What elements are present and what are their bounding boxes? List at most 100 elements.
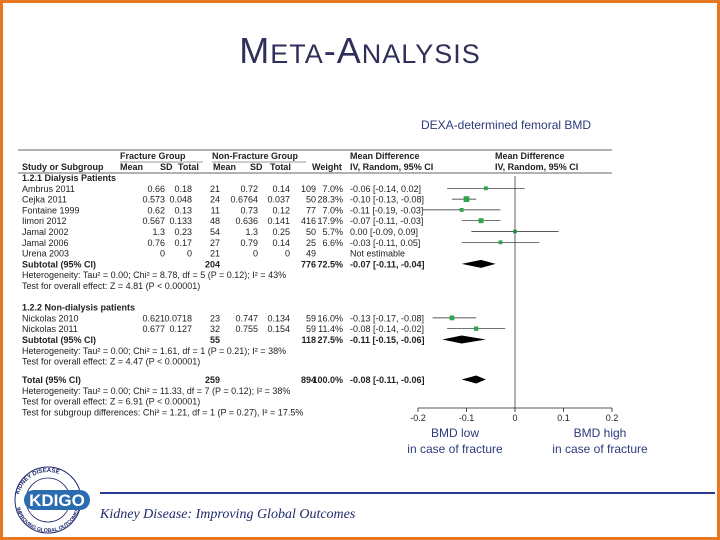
study-sd2: 0.141 <box>267 216 290 226</box>
header-effect-right: Mean Difference <box>495 151 565 161</box>
study-ci: -0.13 [-0.17, -0.08] <box>350 313 424 323</box>
total-heterogeneity: Heterogeneity: Tau² = 0.00; Chi² = 11.33… <box>22 386 290 396</box>
study-ci: -0.10 [-0.13, -0.08] <box>350 195 424 205</box>
study-mean2: 0 <box>253 249 258 259</box>
study-total2: 59 <box>306 313 316 323</box>
footer-text: Kidney Disease: Improving Global Outcome… <box>100 507 356 522</box>
study-sd2: 0.14 <box>272 238 290 248</box>
header-group1: Fracture Group <box>120 151 186 161</box>
study-ci: -0.03 [-0.11, 0.05] <box>350 238 420 248</box>
study-total2: 109 <box>301 184 316 194</box>
study-mean1: 0.573 <box>142 195 165 205</box>
study-total1: 21 <box>210 249 220 259</box>
left-axis-label-line2: in case of fracture <box>407 442 503 456</box>
study-total2: 416 <box>301 216 316 226</box>
study-sd2: 0.25 <box>272 227 290 237</box>
study-sd1: 0.13 <box>174 205 192 215</box>
study-total1: 21 <box>210 184 220 194</box>
x-tick-label: 0.2 <box>606 413 619 423</box>
subtotal-diamond <box>442 335 486 344</box>
kdigo-logo: KIDNEY DISEASE IMPROVING GLOBAL OUTCOMES… <box>14 466 90 534</box>
subtotal-total1: 55 <box>210 335 220 345</box>
study-ci: 0.00 [-0.09, 0.09] <box>350 227 418 237</box>
total-diamond <box>461 375 486 384</box>
study-marker <box>474 326 479 331</box>
study-weight: 28.3% <box>317 195 343 205</box>
total-total2: 894 <box>301 375 316 385</box>
x-tick-label: -0.1 <box>459 413 475 423</box>
study-mean1: 0 <box>160 249 165 259</box>
study-marker <box>478 218 484 224</box>
study-mean1: 0.621 <box>142 313 165 323</box>
study-name: Ambrus 2011 <box>22 184 75 194</box>
study-sd2: 0.134 <box>267 313 290 323</box>
header-effect-left: Mean Difference <box>350 151 420 161</box>
study-sd1: 0.133 <box>169 216 192 226</box>
right-axis-label: BMD high in case of fracture <box>540 425 660 457</box>
study-mean1: 0.76 <box>147 238 165 248</box>
study-total1: 24 <box>210 195 220 205</box>
study-weight: 7.0% <box>322 205 343 215</box>
study-total2: 49 <box>306 249 316 259</box>
subgroup-overall-effect: Test for overall effect: Z = 4.81 (P < 0… <box>22 281 200 291</box>
study-total2: 25 <box>306 238 316 248</box>
study-mean1: 0.567 <box>142 216 165 226</box>
subtotal-label: Subtotal (95% CI) <box>22 335 96 345</box>
x-tick-label: 0 <box>512 413 517 423</box>
subgroup-overall-effect: Test for overall effect: Z = 4.47 (P < 0… <box>22 357 200 367</box>
study-sd1: 0.127 <box>169 324 192 334</box>
subtotal-weight: 27.5% <box>317 335 343 345</box>
study-sd1: 0.23 <box>174 227 192 237</box>
chart-subtitle: DEXA-determined femoral BMD <box>421 118 592 132</box>
study-total1: 48 <box>210 216 220 226</box>
study-total2: 50 <box>306 195 316 205</box>
study-name: Urena 2003 <box>22 249 69 259</box>
study-name: Jamal 2002 <box>22 227 69 237</box>
study-total1: 11 <box>211 205 220 215</box>
col-sd2: SD <box>250 162 263 172</box>
study-total2: 77 <box>306 205 316 215</box>
study-weight: 5.7% <box>322 227 343 237</box>
study-mean1: 0.677 <box>142 324 165 334</box>
study-sd2: 0.037 <box>267 195 290 205</box>
col-study: Study or Subgroup <box>22 162 104 172</box>
total-total1: 259 <box>205 375 220 385</box>
left-axis-label: BMD low in case of fracture <box>395 425 515 457</box>
total-weight: 100.0% <box>312 375 343 385</box>
total-ci: -0.08 [-0.11, -0.06] <box>350 375 425 385</box>
right-axis-label-line1: BMD high <box>573 426 627 440</box>
subgroup-title: 1.2.2 Non-dialysis patients <box>22 303 135 313</box>
logo-text: KDIGO <box>29 491 85 510</box>
col-sd1: SD <box>160 162 173 172</box>
study-mean1: 0.66 <box>147 184 165 194</box>
subtotal-total1: 204 <box>205 259 220 269</box>
subtotal-total2: 118 <box>301 335 316 345</box>
right-axis-label-line2: in case of fracture <box>552 442 648 456</box>
study-ci: -0.07 [-0.11, -0.03] <box>350 216 423 226</box>
study-name: Nickolas 2011 <box>22 324 78 334</box>
slide-title: META-ANALYSIS <box>239 30 481 71</box>
study-mean1: 0.62 <box>147 205 165 215</box>
study-marker <box>483 186 488 191</box>
col-mean2: Mean <box>213 162 236 172</box>
study-weight: 7.0% <box>322 184 343 194</box>
study-weight: 17.9% <box>317 216 343 226</box>
study-sd1: 0 <box>187 249 192 259</box>
study-mean2: 0.6764 <box>230 195 258 205</box>
study-total1: 32 <box>210 324 220 334</box>
study-name: Iimori 2012 <box>22 216 67 226</box>
study-marker <box>498 240 503 245</box>
study-weight: 11.4% <box>318 324 343 334</box>
subgroup-heterogeneity: Heterogeneity: Tau² = 0.00; Chi² = 1.61,… <box>22 346 286 356</box>
study-total2: 50 <box>306 227 316 237</box>
study-mean2: 0.636 <box>235 216 258 226</box>
study-mean2: 1.3 <box>245 227 258 237</box>
study-sd1: 0.0718 <box>164 313 192 323</box>
subtotal-ci: -0.07 [-0.11, -0.04] <box>350 259 425 269</box>
study-sd1: 0.17 <box>174 238 192 248</box>
subgroup-differences: Test for subgroup differences: Chi² = 1.… <box>22 407 303 417</box>
header-group2: Non-Fracture Group <box>212 151 299 161</box>
study-name: Fontaine 1999 <box>22 205 80 215</box>
study-name: Cejka 2011 <box>22 195 67 205</box>
